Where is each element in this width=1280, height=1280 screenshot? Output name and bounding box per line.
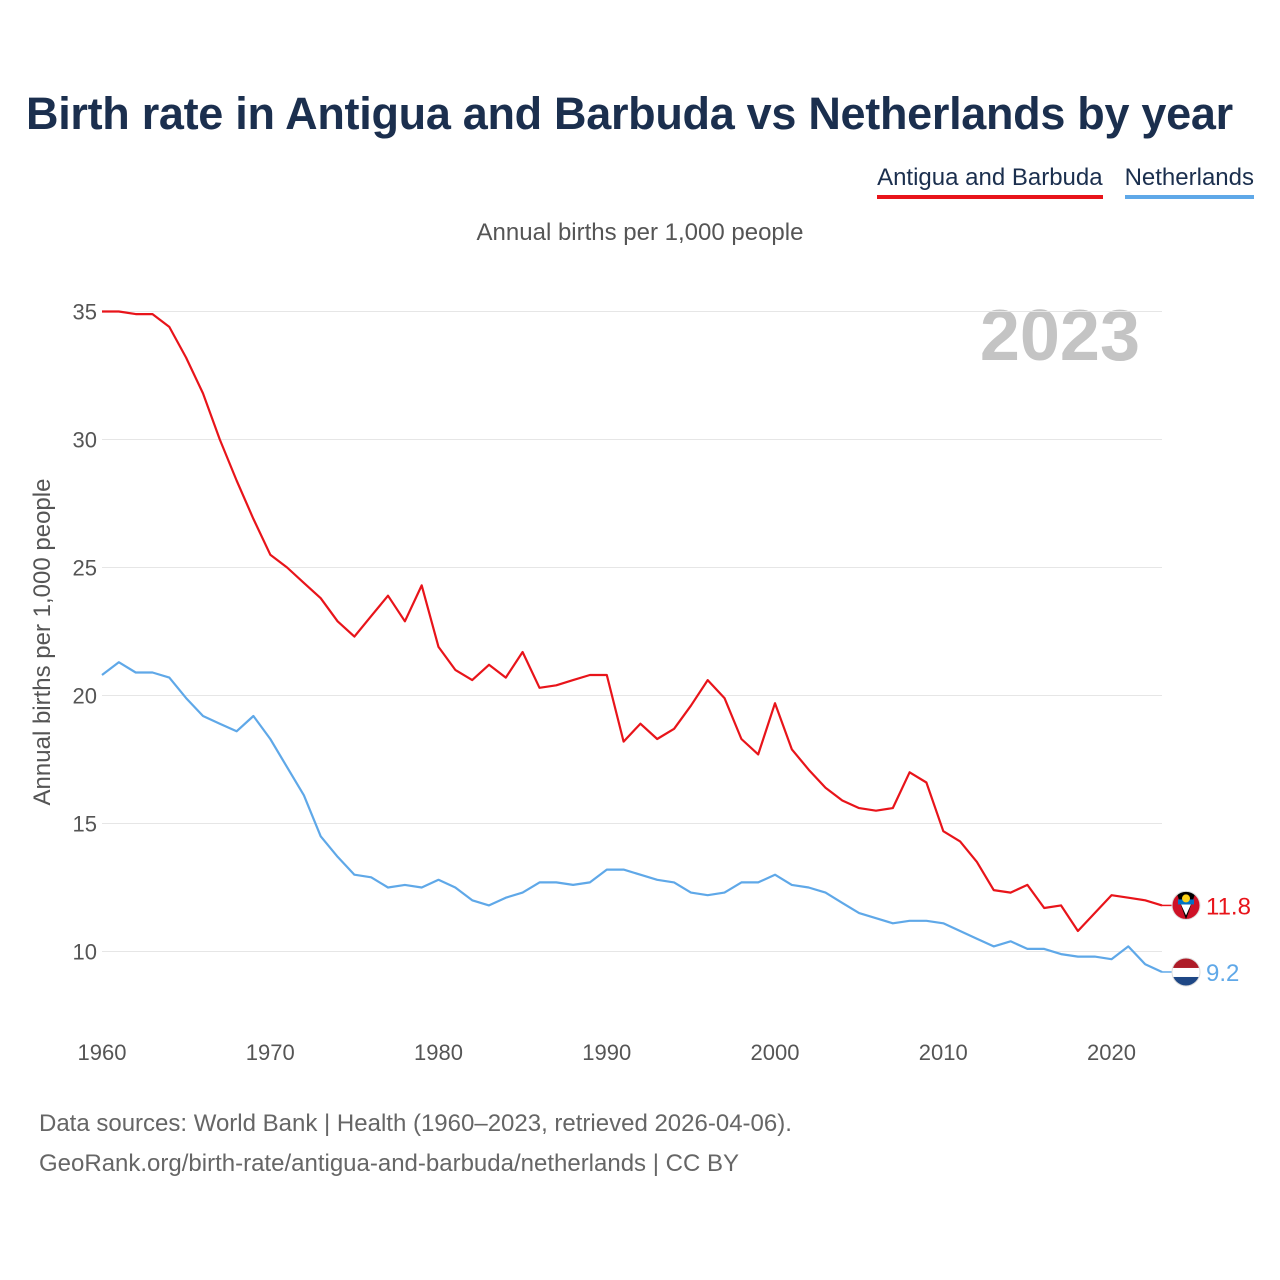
legend: Antigua and Barbuda Netherlands [877,164,1254,199]
y-tick-label-25: 25 [73,556,97,581]
x-tick-label-1970: 1970 [246,1040,295,1065]
line-chart: Annual births per 1,000 people Annual bi… [29,219,1251,1065]
footer-link[interactable]: GeoRank.org/birth-rate/antigua-and-barbu… [39,1150,739,1177]
series-group [101,310,1163,973]
end-value-label-antigua-and-barbuda: 11.8 [1206,893,1251,920]
series-line-antigua-and-barbuda[interactable] [102,310,1163,933]
chart-title: Birth rate in Antigua and Barbuda vs Net… [26,88,1233,139]
netherlands-flag-icon [1171,957,1201,987]
antigua-flag-icon [1171,890,1201,920]
x-tick-label-2020: 2020 [1087,1040,1136,1065]
y-axis-ticks: 10 15 20 25 30 35 [73,300,97,965]
y-tick-label-30: 30 [73,428,97,453]
x-tick-label-1990: 1990 [582,1040,631,1065]
grid [102,311,1162,952]
footer: Data sources: World Bank | Health (1960–… [39,1104,792,1184]
y-tick-label-10: 10 [73,940,97,965]
series-line-netherlands[interactable] [101,661,1163,973]
end-value-label-netherlands: 9.2 [1206,960,1239,987]
y-tick-label-15: 15 [73,812,97,837]
x-tick-label-1980: 1980 [414,1040,463,1065]
legend-item-antigua[interactable]: Antigua and Barbuda [877,164,1103,199]
x-tick-label-1960: 1960 [78,1040,127,1065]
x-tick-label-2000: 2000 [751,1040,800,1065]
end-markers: 11.8 9.2 [1162,890,1251,987]
x-tick-label-2010: 2010 [919,1040,968,1065]
y-tick-label-20: 20 [73,684,97,709]
legend-item-netherlands[interactable]: Netherlands [1124,164,1254,199]
x-axis-ticks: 1960 1970 1980 1990 2000 2010 2020 [78,1040,1136,1065]
year-badge: 2023 [980,296,1140,376]
chart-subtitle: Annual births per 1,000 people [477,219,804,246]
footer-sources: Data sources: World Bank | Health (1960–… [39,1110,792,1137]
y-axis-label: Annual births per 1,000 people [29,479,56,806]
y-tick-label-35: 35 [73,300,97,325]
